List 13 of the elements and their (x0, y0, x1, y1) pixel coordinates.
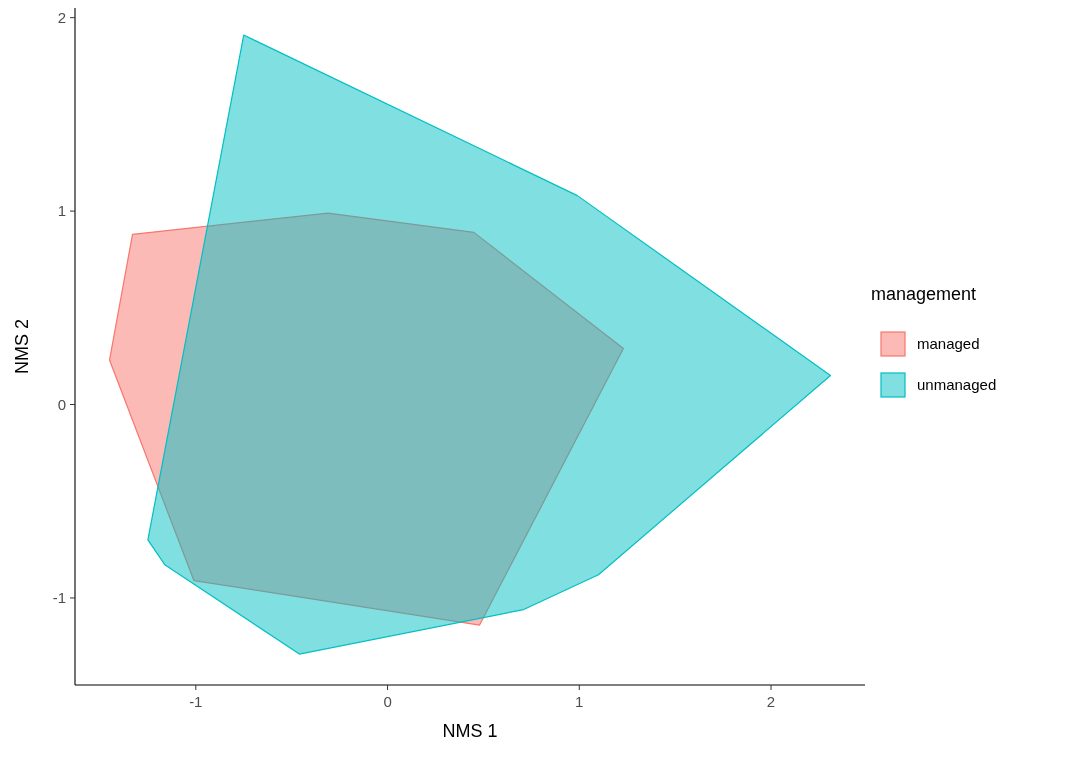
y-tick-label: 1 (57, 202, 66, 220)
y-tick-label: 2 (57, 8, 66, 26)
y-tick-label: -1 (52, 588, 66, 606)
legend-title: management (871, 284, 977, 304)
legend-label: managed (917, 335, 980, 352)
legend-label: unmanaged (917, 376, 997, 393)
y-axis-title: NMS 2 (12, 318, 32, 375)
y-tick-label: 0 (57, 395, 66, 413)
x-tick-label: -1 (189, 693, 203, 710)
x-tick-label: 0 (383, 693, 392, 710)
x-tick-label: 1 (575, 693, 584, 710)
x-tick-label: 2 (766, 693, 776, 710)
x-axis-title: NMS 1 (442, 721, 498, 741)
